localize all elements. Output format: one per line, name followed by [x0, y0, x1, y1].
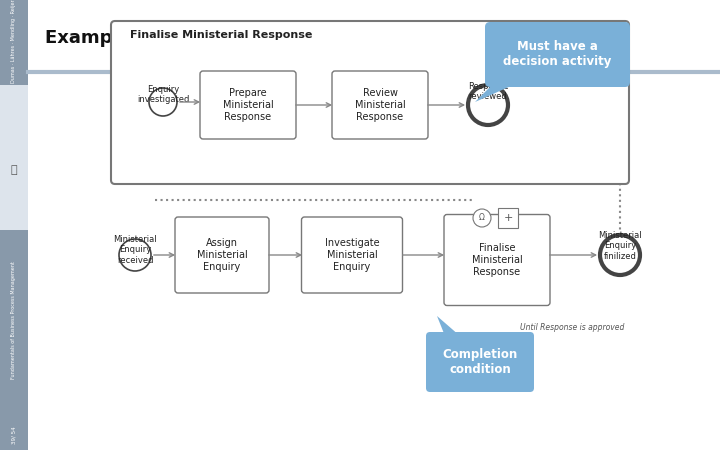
Text: +: + [503, 213, 513, 223]
Text: Must have a
decision activity: Must have a decision activity [503, 40, 612, 68]
FancyBboxPatch shape [485, 22, 630, 87]
Circle shape [468, 85, 508, 125]
Bar [0, 230, 28, 450]
Circle shape [119, 239, 151, 271]
Bar [0, 85, 28, 230]
Circle shape [473, 209, 491, 227]
Text: 🏛: 🏛 [11, 165, 17, 175]
Circle shape [600, 235, 640, 275]
Text: Ω: Ω [479, 213, 485, 222]
FancyBboxPatch shape [175, 217, 269, 293]
Text: 39/ 54: 39/ 54 [12, 426, 17, 444]
Text: Until Response is approved: Until Response is approved [520, 324, 624, 333]
FancyBboxPatch shape [498, 208, 518, 228]
Text: Dumas · Lähres · Mendling · Reijers: Dumas · Lähres · Mendling · Reijers [12, 0, 17, 83]
FancyBboxPatch shape [111, 21, 629, 184]
FancyBboxPatch shape [200, 71, 296, 139]
Text: Prepare
Ministerial
Response: Prepare Ministerial Response [222, 88, 274, 122]
Circle shape [149, 88, 177, 116]
Text: Example: block-structured repetition: Example: block-structured repetition [45, 29, 419, 47]
FancyBboxPatch shape [332, 71, 428, 139]
Text: Investigate
Ministerial
Enquiry: Investigate Ministerial Enquiry [325, 238, 379, 272]
Bar [0, 0, 28, 85]
Text: Finalise
Ministerial
Response: Finalise Ministerial Response [472, 243, 523, 277]
Text: Finalise Ministerial Response: Finalise Ministerial Response [130, 30, 312, 40]
Text: Fundamentals of Business Process Management: Fundamentals of Business Process Managem… [12, 261, 17, 379]
FancyBboxPatch shape [426, 332, 534, 392]
Text: Ministerial
Enquiry
finilized: Ministerial Enquiry finilized [598, 231, 642, 261]
FancyBboxPatch shape [444, 215, 550, 306]
Polygon shape [437, 316, 460, 336]
Text: Review
Ministerial
Response: Review Ministerial Response [355, 88, 405, 122]
Text: Enquiry
investigated: Enquiry investigated [137, 85, 189, 104]
Polygon shape [475, 82, 520, 102]
Text: Assign
Ministerial
Enquiry: Assign Ministerial Enquiry [197, 238, 248, 272]
Text: Ministerial
Enquiry
received: Ministerial Enquiry received [113, 235, 157, 265]
FancyBboxPatch shape [302, 217, 402, 293]
Text: Completion
condition: Completion condition [442, 348, 518, 376]
Text: Response
reviewed: Response reviewed [468, 82, 508, 101]
